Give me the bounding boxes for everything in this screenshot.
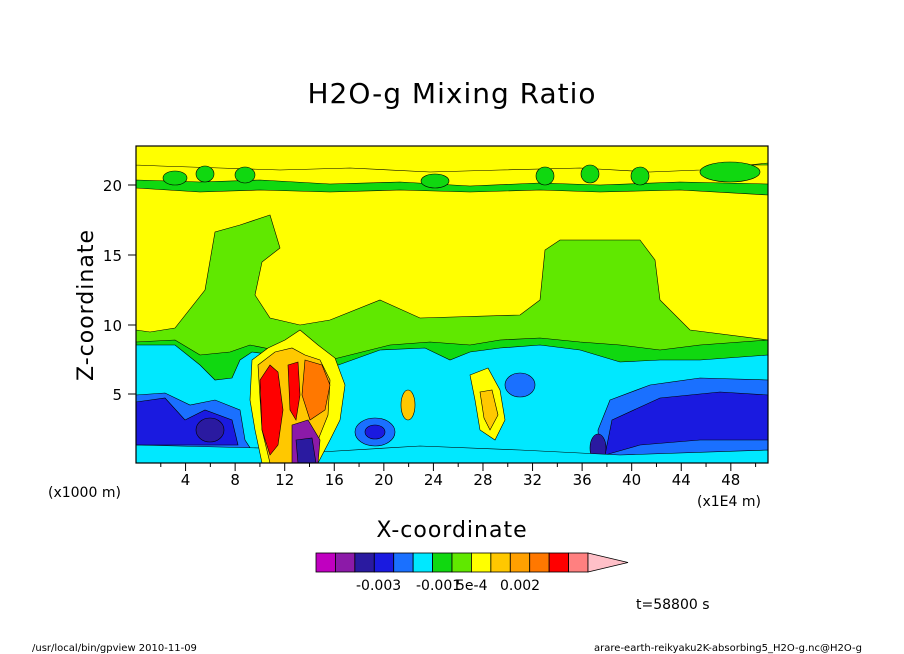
x-tick-label: 40 (622, 471, 641, 489)
colorbar-swatch (471, 553, 490, 572)
colorbar-swatch (452, 553, 471, 572)
colorbar-swatch (569, 553, 588, 572)
x-tick-label: 16 (325, 471, 344, 489)
colorbar-swatch (335, 553, 354, 572)
y-axis: 5 10 15 20 (103, 177, 136, 404)
y-tick-label: 5 (112, 386, 122, 404)
x-axis-label: X-coordinate (376, 518, 527, 543)
colorbar-label: 5e-4 (456, 578, 488, 594)
x-tick-label: 20 (374, 471, 393, 489)
x-unit-label: (x1E4 m) (697, 494, 761, 510)
colorbar-label: -0.003 (356, 578, 401, 594)
x-tick-label: 28 (473, 471, 492, 489)
x-tick-label: 48 (721, 471, 740, 489)
y-tick-label: 20 (103, 177, 122, 195)
colorbar-swatch (316, 553, 335, 572)
footer-left: /usr/local/bin/gpview 2010-11-09 (32, 643, 197, 654)
colorbar-label: -0.001 (416, 578, 461, 594)
y-axis-label: Z-coordinate (74, 229, 99, 381)
colorbar-swatch (433, 553, 452, 572)
colorbar-label: 0.002 (500, 578, 540, 594)
footer-right: arare-earth-reikyaku2K-absorbing5_H2O-g.… (594, 643, 862, 654)
x-axis: 4 8 12 16 20 24 28 32 36 40 44 48 (161, 463, 756, 489)
x-tick-label: 24 (424, 471, 443, 489)
contour-field (136, 146, 768, 463)
y-unit-label: (x1000 m) (48, 485, 121, 501)
x-tick-label: 8 (230, 471, 240, 489)
colorbar-swatch (530, 553, 549, 572)
chart-title: H2O-g Mixing Ratio (307, 77, 596, 110)
colorbar-swatch (549, 553, 568, 572)
x-tick-label: 12 (275, 471, 294, 489)
colorbar-swatch (510, 553, 529, 572)
colorbar-swatch (394, 553, 413, 572)
x-tick-label: 36 (573, 471, 592, 489)
time-label: t=58800 s (636, 597, 710, 613)
colorbar (316, 553, 628, 572)
colorbar-swatch (588, 553, 628, 572)
y-tick-label: 10 (103, 317, 122, 335)
colorbar-swatch (374, 553, 393, 572)
x-tick-label: 4 (181, 471, 191, 489)
colorbar-swatch (413, 553, 432, 572)
x-tick-label: 44 (672, 471, 691, 489)
y-tick-label: 15 (103, 247, 122, 265)
yellow-top-strip (136, 146, 768, 172)
colorbar-swatch (491, 553, 510, 572)
x-tick-label: 32 (523, 471, 542, 489)
colorbar-swatch (355, 553, 374, 572)
